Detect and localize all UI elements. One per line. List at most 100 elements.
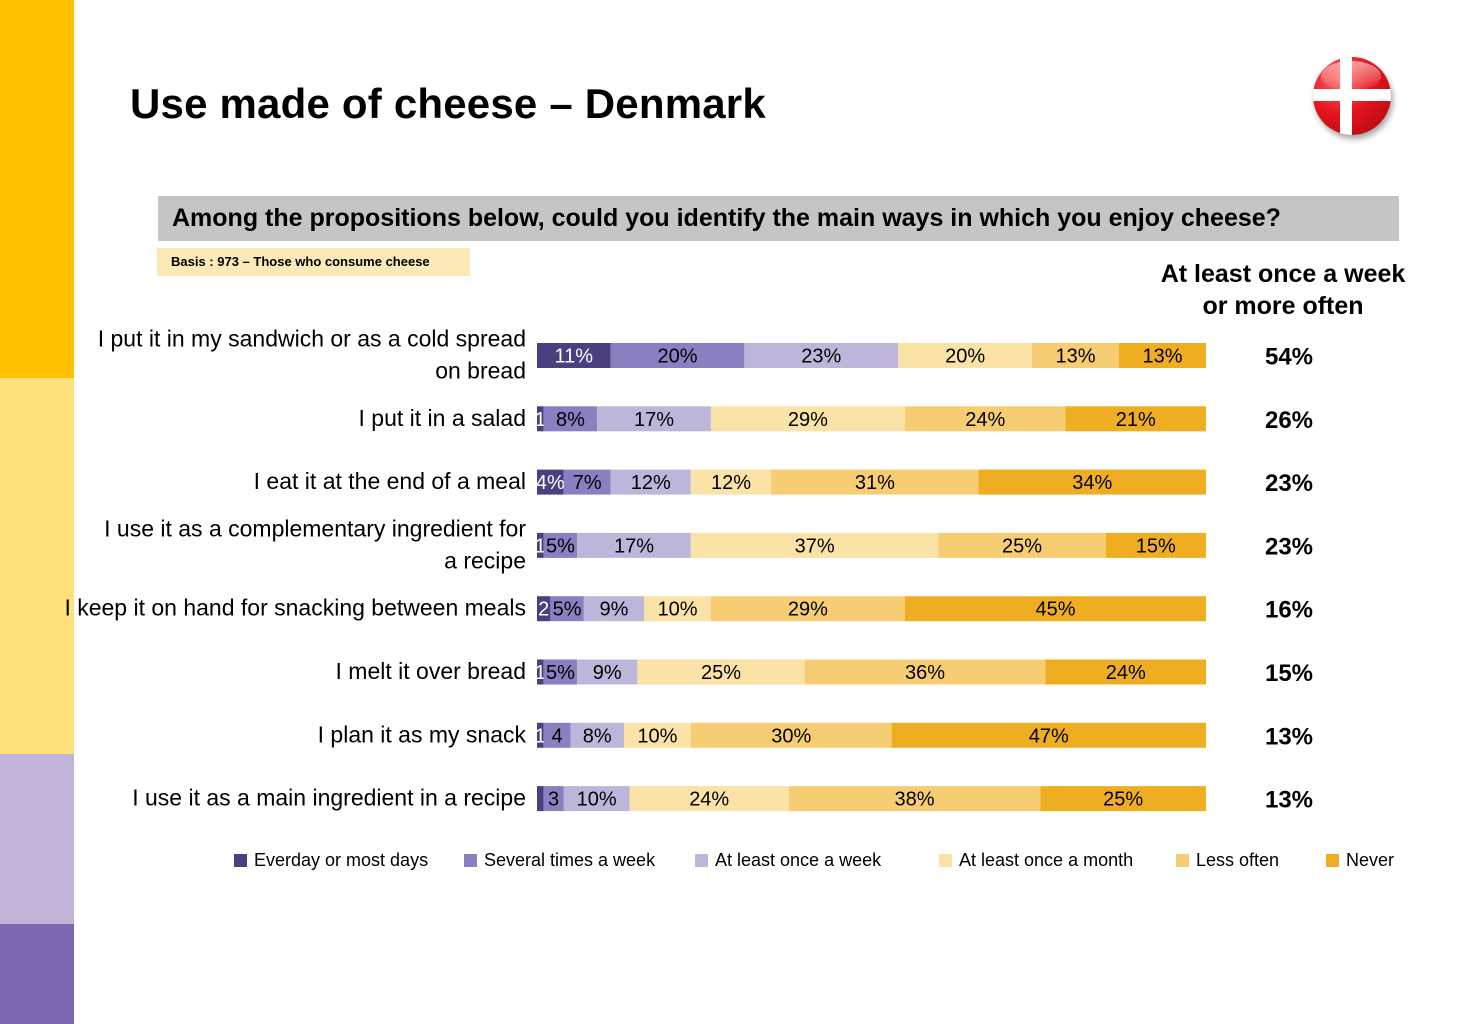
page-title: Use made of cheese – Denmark [130, 80, 766, 127]
bar-segment [938, 532, 1106, 558]
legend-label: At least once a week [715, 850, 882, 870]
bar-segment [543, 659, 578, 685]
bar-value-label: 29% [788, 599, 828, 621]
bar-value-label: 1 [535, 535, 546, 557]
legend-swatch [1326, 854, 1339, 867]
sidebar-block-1 [0, 0, 74, 378]
legend-swatch [464, 854, 477, 867]
sidebar-block-2 [0, 378, 74, 754]
bar-value-label: 1 [535, 725, 546, 747]
bar-segment [904, 406, 1066, 432]
legend-swatch [1176, 854, 1189, 867]
summary-value: 15% [1265, 660, 1313, 687]
bar-value-label: 12% [631, 472, 671, 494]
summary-value: 23% [1265, 470, 1313, 497]
bar-value-label: 13% [1056, 346, 1096, 368]
bar-value-label: 20% [945, 346, 985, 368]
bar-value-label: 8% [583, 725, 612, 747]
category-label: I put it in a salad [359, 405, 527, 431]
bar-value-label: 1 [535, 409, 546, 431]
summary-heading-line-1: At least once a week [1160, 260, 1406, 288]
bar-value-label: 13% [1142, 346, 1182, 368]
bar-segment [690, 532, 939, 558]
bar-value-label: 45% [1035, 599, 1075, 621]
legend-label: Everday or most days [254, 850, 428, 870]
sidebar-block-3 [0, 754, 74, 924]
bar-value-label: 20% [657, 346, 697, 368]
bar-segment [788, 786, 1041, 812]
bar-value-label: 9% [593, 662, 622, 684]
bar-value-label: 34% [1072, 472, 1112, 494]
bar-segment [610, 343, 745, 368]
basis-note: Basis : 973 – Those who consume cheese [157, 248, 470, 276]
category-label: I put it in my sandwich or as a cold spr… [98, 326, 526, 352]
legend-label: Several times a week [484, 850, 656, 870]
bar-segment [543, 722, 571, 748]
summary-column-heading: At least once a week or more often [1133, 258, 1433, 322]
bar-value-label: 17% [634, 409, 674, 431]
bar-value-label: 29% [788, 409, 828, 431]
bar-segment [623, 722, 691, 748]
bar-value-label: 17% [614, 535, 654, 557]
bar-segment [637, 659, 805, 685]
bar-value-label: 24% [1106, 662, 1146, 684]
bar-segment [804, 659, 1046, 685]
bar-value-label: 5% [546, 662, 575, 684]
bar-segment [543, 532, 578, 558]
bar-segment [543, 406, 598, 432]
category-label: I melt it over bread [336, 658, 526, 684]
bar-segment [597, 406, 711, 432]
bar-segment [771, 469, 979, 495]
bar-segment [537, 532, 544, 558]
bar-value-label: 2 [538, 599, 549, 621]
bar-segment [1119, 343, 1206, 368]
bar-value-label: 11% [555, 346, 594, 368]
bar-value-label: 23% [801, 346, 841, 368]
bar-value-label: 10% [637, 725, 677, 747]
bar-segment [537, 343, 611, 368]
bar-value-label: 10% [657, 599, 697, 621]
bar-value-label: 4 [552, 725, 563, 747]
summary-value: 16% [1265, 597, 1313, 624]
bar-segment [1040, 786, 1206, 812]
bar-segment [537, 659, 544, 685]
bar-value-label: 25% [701, 662, 741, 684]
bar-value-label: 24% [965, 409, 1005, 431]
bar-segment [744, 343, 899, 368]
legend-swatch [234, 854, 247, 867]
bar-segment [537, 406, 544, 432]
denmark-flag-icon [1313, 57, 1391, 135]
legend-swatch [695, 854, 708, 867]
bar-value-label: 10% [577, 789, 617, 811]
summary-value: 13% [1265, 787, 1313, 814]
summary-value: 13% [1265, 723, 1313, 750]
legend-label: Less often [1196, 850, 1279, 870]
bar-segment [1065, 406, 1206, 432]
bar-segment [577, 659, 638, 685]
category-label: I use it as a complementary ingredient f… [104, 515, 526, 541]
summary-value: 23% [1265, 533, 1313, 560]
summary-value: 54% [1265, 344, 1313, 371]
bar-segment [629, 786, 789, 812]
bar-segment [537, 786, 544, 812]
bar-segment [690, 469, 772, 495]
bar-value-label: 1 [535, 662, 546, 684]
bar-segment [563, 786, 630, 812]
bar-segment [690, 722, 892, 748]
bar-value-label: 47% [1029, 725, 1069, 747]
sidebar-block-4 [0, 924, 74, 1024]
bar-value-label: 25% [1002, 535, 1042, 557]
category-label: I plan it as my snack [318, 721, 527, 747]
legend-swatch [939, 854, 952, 867]
bar-value-label: 12% [711, 472, 751, 494]
bar-segment [583, 596, 645, 622]
bar-value-label: 7% [573, 472, 602, 494]
bar-segment [891, 722, 1206, 748]
bar-segment [1045, 659, 1206, 685]
bar-segment [710, 406, 905, 432]
bar-segment [550, 596, 584, 622]
category-label: on bread [435, 358, 526, 384]
bar-segment [563, 469, 611, 495]
bar-segment [610, 469, 691, 495]
